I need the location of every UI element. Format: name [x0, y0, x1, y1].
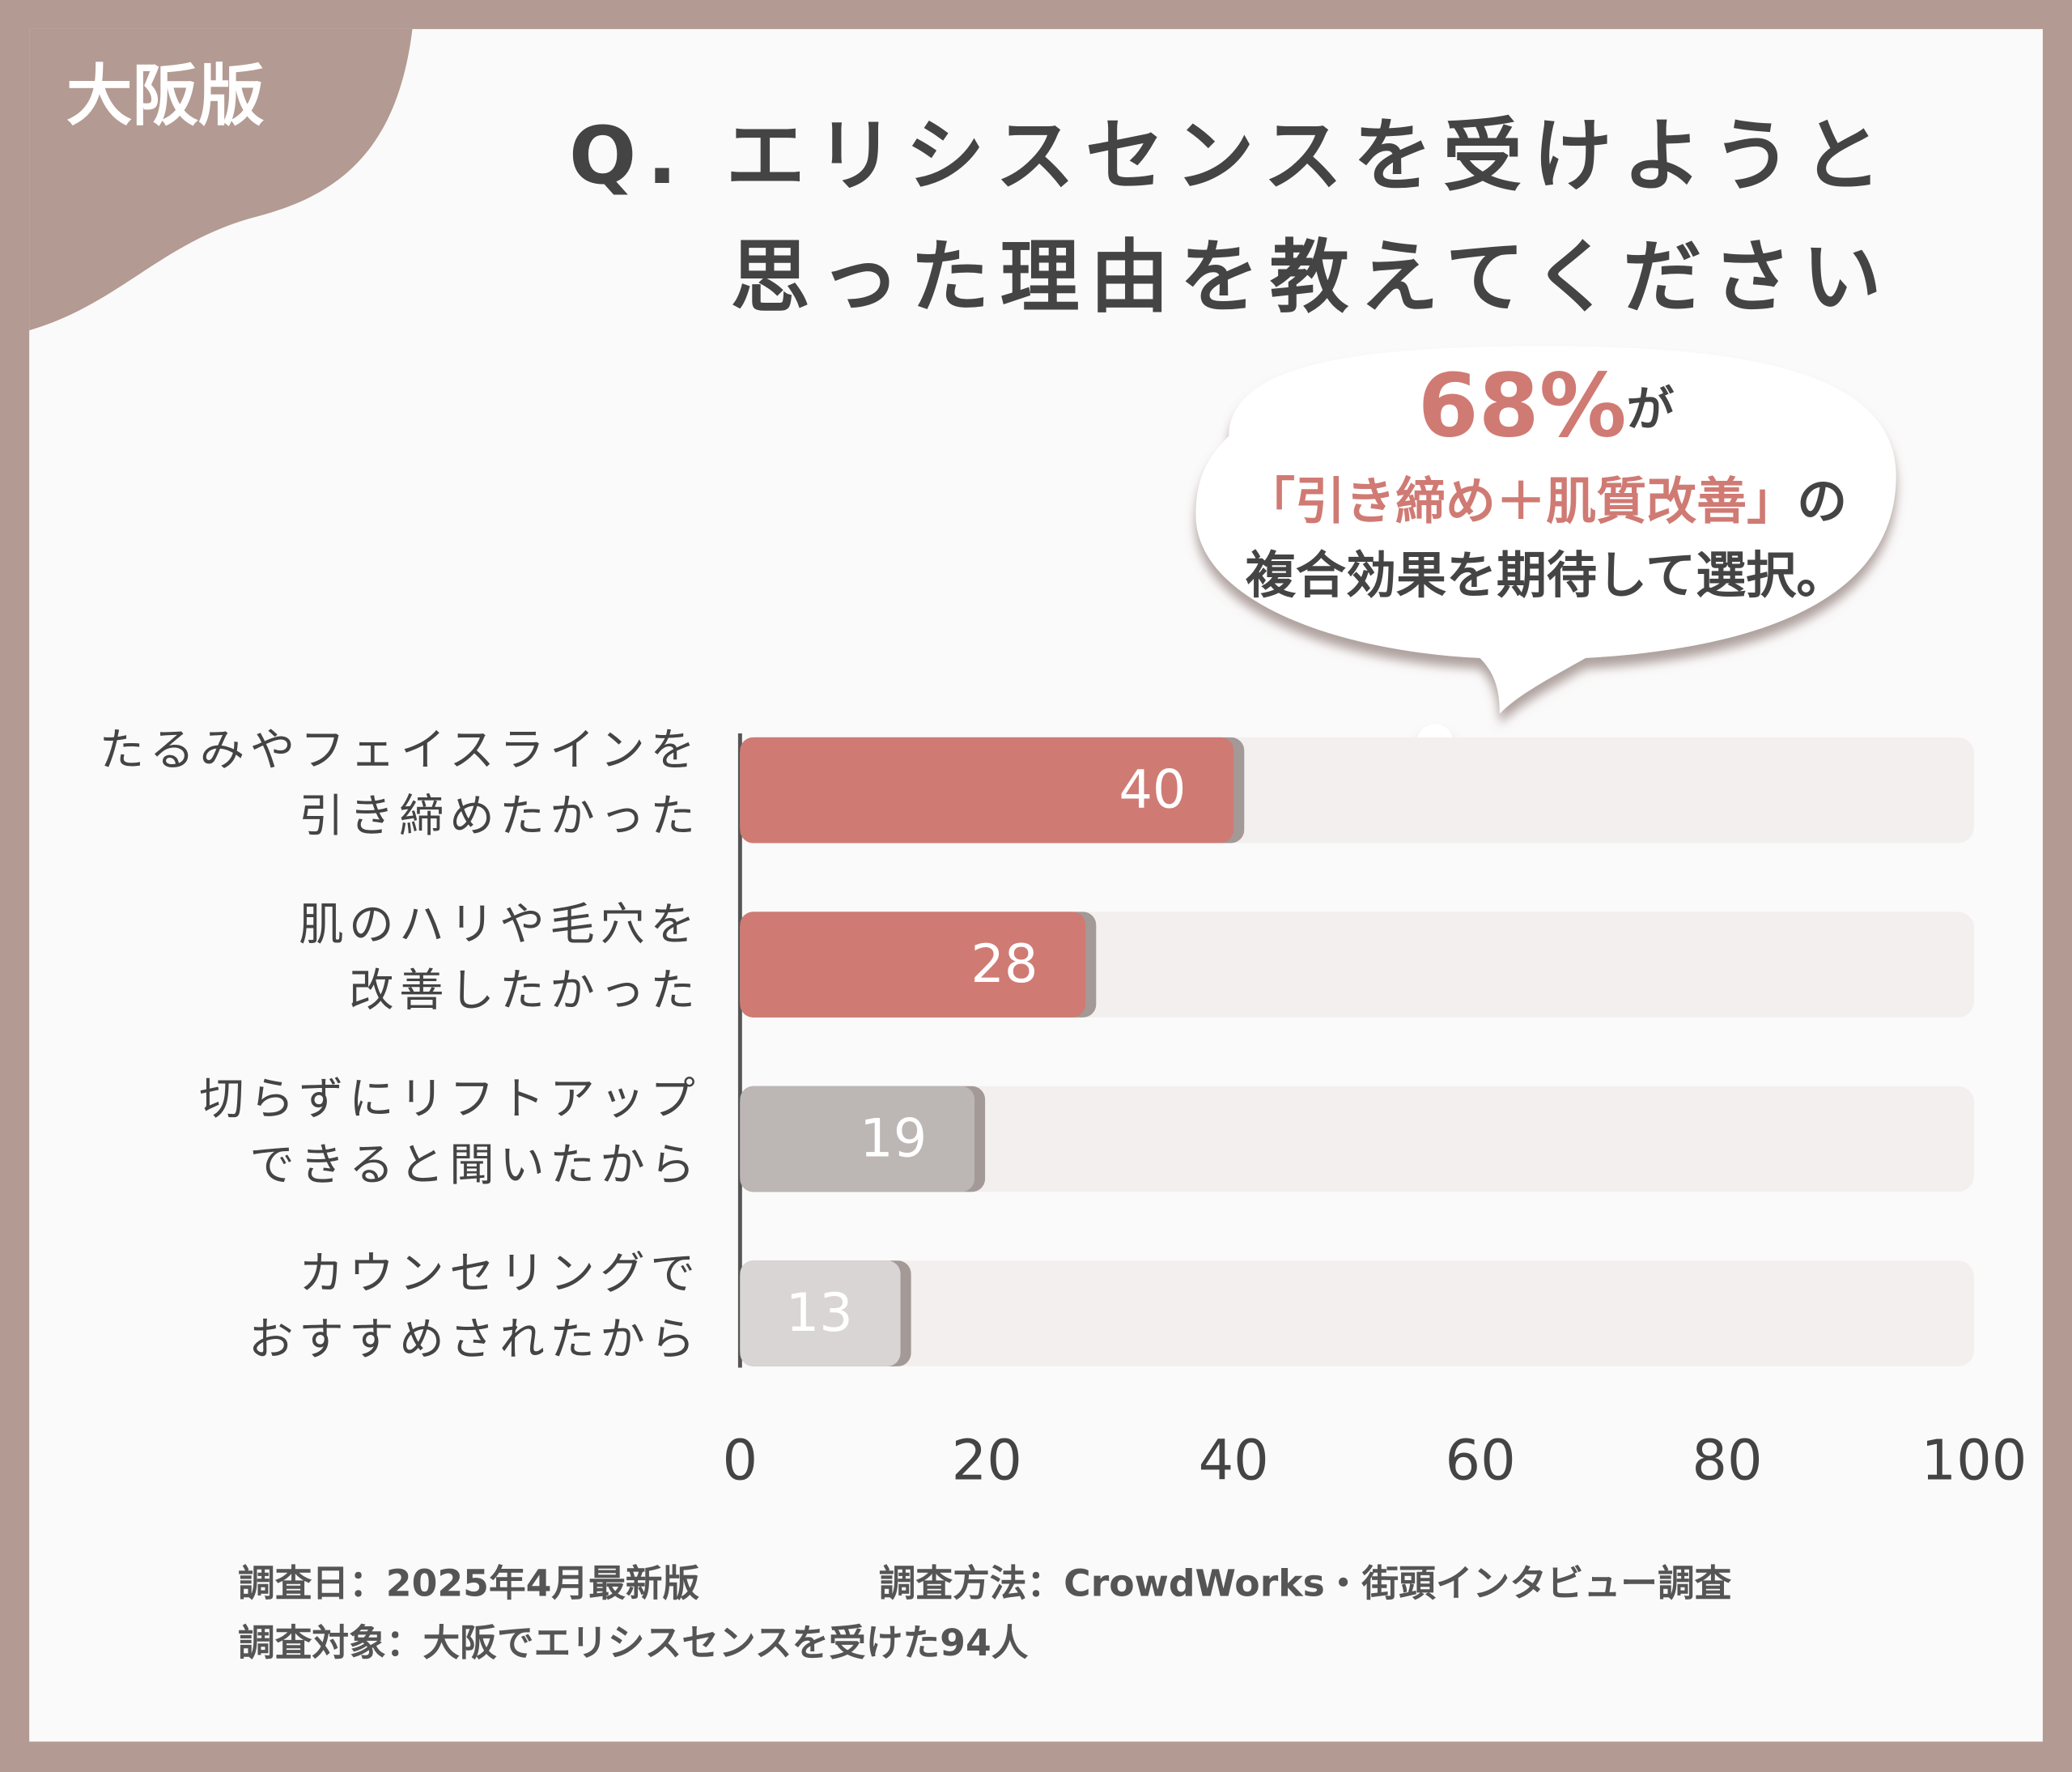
value-label: 19: [860, 1107, 927, 1169]
category-label: カウンセリングで: [299, 1247, 700, 1300]
callout-text: 「引き締め＋肌質改善」: [1245, 472, 1797, 531]
category-label: 改善したかった: [349, 965, 700, 1018]
footnote: 調査対象：大阪でエリシスセンスを受けた94人: [238, 1621, 1029, 1664]
x-tick-label: 40: [1199, 1429, 1269, 1494]
bar: [740, 1260, 901, 1366]
footer: 調査日：2025年4月最新版 調査方法：CrowdWorks・街頭インタビュー調査…: [238, 1562, 1732, 1664]
panel: [29, 28, 2043, 1742]
footnote: 調査方法：CrowdWorks・街頭インタビュー調査: [879, 1562, 1732, 1604]
category-label: できると聞いたから: [249, 1139, 700, 1192]
badge: 大阪版: [66, 58, 265, 135]
callout-line: 68%が: [1418, 356, 1675, 457]
title-line: 思った理由を教えてください: [731, 232, 1892, 324]
bar-track: [740, 1086, 1974, 1192]
title-line: Q. エリシスセンスを受けようと: [569, 110, 1892, 202]
badge-shape: [29, 28, 413, 331]
callout-text: が: [1627, 380, 1675, 436]
value-label: 28: [970, 933, 1038, 995]
callout-text: 複合効果を期待して選択。: [1246, 546, 1846, 605]
callout-text: の: [1797, 472, 1847, 531]
footnote: 調査日：2025年4月最新版: [238, 1562, 699, 1604]
value-label: 40: [1119, 759, 1186, 820]
callout-line: 複合効果を期待して選択。: [1246, 546, 1846, 605]
x-tick-label: 20: [952, 1429, 1022, 1494]
value-label: 13: [786, 1282, 853, 1344]
bar-track: [740, 1260, 1974, 1366]
bar: [740, 1086, 975, 1192]
x-tick-label: 80: [1692, 1429, 1762, 1494]
callout-bubble: [1195, 346, 1896, 714]
callout-line: 「引き締め＋肌質改善」の: [1245, 472, 1847, 531]
category-label: 引き締めたかった: [299, 790, 700, 843]
category-label: おすすめされたから: [248, 1314, 700, 1366]
x-tick-label: 60: [1446, 1429, 1516, 1494]
callout-text: 68%: [1418, 356, 1627, 457]
category-label: 切らずにリフトアップ: [199, 1073, 700, 1126]
bar: [740, 737, 1234, 844]
x-tick-label: 100: [1921, 1429, 2027, 1494]
x-tick-label: 0: [723, 1429, 758, 1494]
category-label: 肌のハリや毛穴を: [299, 899, 700, 951]
category-label: たるみやフェイスラインを: [100, 725, 701, 777]
bar: [740, 911, 1086, 1018]
